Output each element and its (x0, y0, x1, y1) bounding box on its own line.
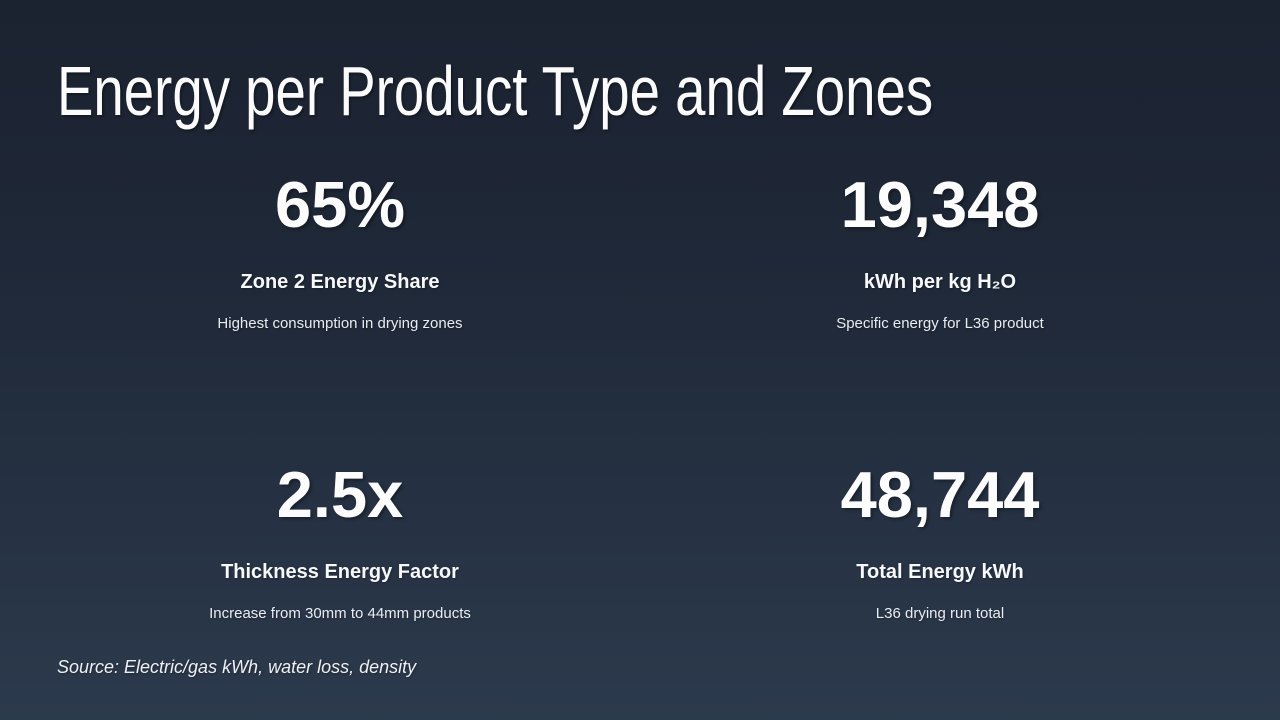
stat-block-total-energy: 48,744 Total Energy kWh L36 drying run t… (640, 462, 1240, 622)
stat-value: 65% (274, 168, 406, 241)
stat-block-zone2-share: 65% Zone 2 Energy Share Highest consumpt… (40, 172, 640, 332)
stats-grid: 65% Zone 2 Energy Share Highest consumpt… (40, 172, 1240, 622)
stat-description: Specific energy for L36 product (836, 315, 1044, 332)
stat-description: L36 drying run total (875, 605, 1005, 622)
stat-value: 48,744 (840, 458, 1040, 531)
source-note: Source: Electric/gas kWh, water loss, de… (57, 657, 417, 677)
stat-label: Zone 2 Energy Share (240, 271, 440, 293)
stat-description: Highest consumption in drying zones (217, 315, 463, 332)
stat-value: 19,348 (840, 168, 1040, 241)
stat-block-specific-energy: 19,348 kWh per kg H₂O Specific energy fo… (640, 172, 1240, 332)
stat-label: kWh per kg H₂O (863, 271, 1017, 293)
stat-description: Increase from 30mm to 44mm products (209, 605, 471, 622)
slide-title: Energy per Product Type and Zones (57, 52, 934, 130)
stat-label: Total Energy kWh (856, 561, 1024, 583)
stat-label: Thickness Energy Factor (221, 561, 459, 583)
stat-value: 2.5x (276, 458, 404, 531)
stat-block-thickness-factor: 2.5x Thickness Energy Factor Increase fr… (40, 462, 640, 622)
